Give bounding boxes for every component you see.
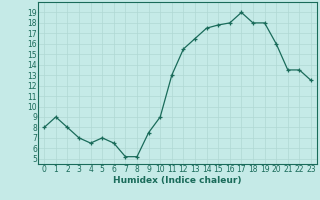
- X-axis label: Humidex (Indice chaleur): Humidex (Indice chaleur): [113, 176, 242, 185]
